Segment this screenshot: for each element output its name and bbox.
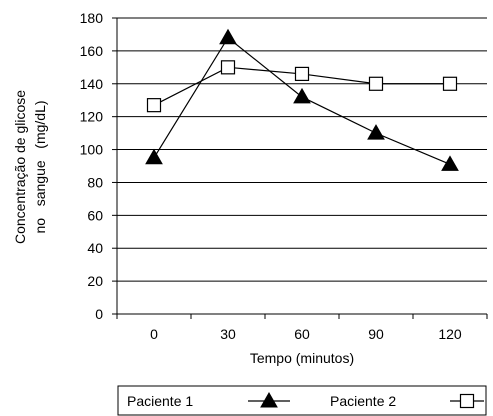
x-tick-label: 30 [220, 326, 236, 342]
y-tick-label: 160 [80, 43, 104, 59]
data-point-series-2 [368, 76, 384, 91]
y-axis-ticks: 0 20 40 60 80 100 120 140 160 180 [80, 10, 117, 322]
y-axis-label-line2: no sangue (mg/dL) [32, 100, 48, 233]
gridlines [117, 17, 487, 282]
x-axis-ticks: 0 30 60 90 120 [116, 314, 488, 342]
legend-marker-series-1 [260, 391, 278, 408]
x-tick-label: 0 [150, 326, 158, 342]
legend-box [117, 385, 487, 416]
y-axis-label-line1: Concentração de glicose [12, 90, 28, 244]
data-point-series-2 [146, 98, 162, 113]
legend: Paciente 1 Paciente 2 [127, 391, 484, 409]
y-tick-label: 0 [95, 306, 103, 322]
y-tick-label: 60 [87, 207, 103, 223]
y-tick-label: 140 [80, 76, 104, 92]
y-tick-label: 180 [80, 10, 104, 26]
data-point-series-2 [294, 66, 310, 82]
y-tick-label: 100 [80, 142, 104, 158]
data-point-series-1 [145, 148, 163, 165]
y-tick-label: 20 [87, 273, 103, 289]
legend-label-series-1: Paciente 1 [127, 393, 193, 409]
data-series [145, 28, 459, 171]
x-tick-label: 120 [438, 326, 462, 342]
x-tick-label: 90 [368, 326, 384, 342]
data-point-series-1 [293, 87, 311, 104]
legend-label-series-2: Paciente 2 [330, 393, 396, 409]
data-point-series-1 [219, 28, 237, 45]
data-point-series-1 [367, 124, 385, 140]
x-tick-label: 60 [294, 326, 310, 342]
legend-marker-series-2 [459, 393, 475, 409]
y-tick-label: 80 [87, 174, 103, 190]
data-point-series-2 [442, 76, 458, 91]
x-axis-label: Tempo (minutos) [250, 350, 354, 366]
data-point-series-2 [220, 60, 236, 75]
y-tick-label: 120 [80, 109, 104, 125]
y-tick-label: 40 [87, 240, 103, 256]
data-point-series-1 [441, 155, 459, 171]
